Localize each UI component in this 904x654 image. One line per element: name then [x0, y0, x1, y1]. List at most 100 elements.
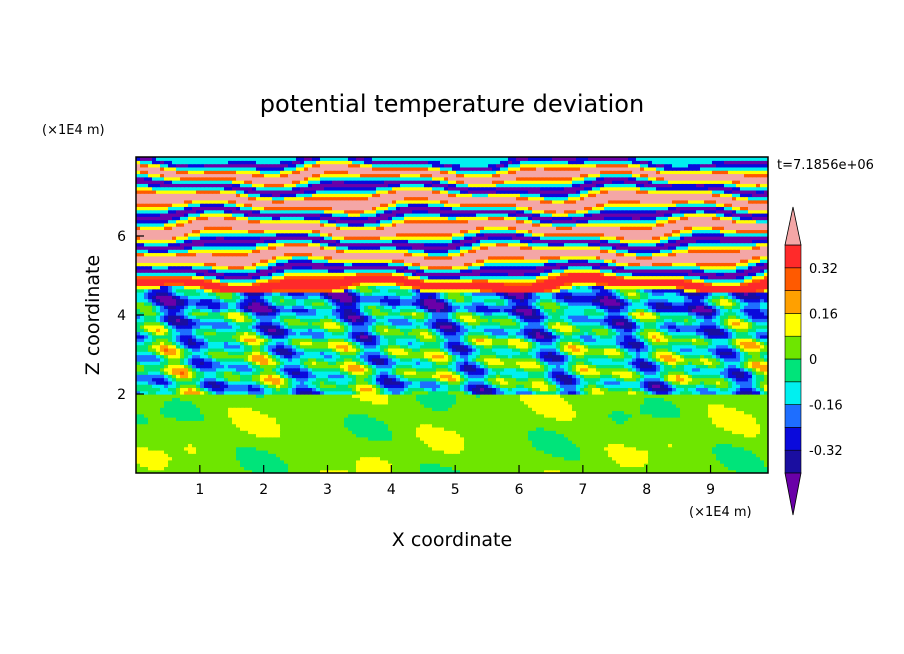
field-cell	[340, 463, 345, 468]
field-cell	[700, 426, 705, 431]
field-cell	[604, 440, 609, 444]
field-cell	[148, 430, 153, 435]
field-cell	[416, 463, 421, 468]
field-cell	[140, 443, 145, 448]
field-cell	[456, 459, 461, 464]
field-cell	[192, 423, 197, 428]
field-cell	[552, 433, 557, 438]
field-cell	[188, 443, 193, 448]
field-cell	[168, 436, 173, 441]
field-cell	[520, 469, 525, 473]
field-cell	[168, 466, 173, 471]
field-cell	[676, 436, 681, 441]
field-cell	[624, 449, 629, 454]
field-cell	[168, 459, 173, 464]
field-cell	[176, 459, 181, 464]
field-cell	[696, 430, 701, 435]
field-cell	[308, 426, 313, 431]
field-cell	[236, 420, 241, 425]
field-cell	[348, 466, 353, 471]
field-cell	[376, 466, 381, 471]
field-cell	[160, 463, 165, 468]
field-cell	[200, 426, 205, 431]
field-cell	[232, 446, 237, 451]
field-cell	[416, 436, 421, 441]
field-cell	[756, 423, 761, 428]
field-cell	[708, 459, 713, 464]
field-cell	[508, 426, 513, 431]
field-cell	[196, 436, 201, 441]
field-cell	[404, 459, 409, 464]
field-cell	[268, 466, 273, 471]
field-cell	[492, 423, 497, 428]
field-cell	[440, 456, 445, 461]
field-cell	[184, 436, 189, 441]
field-cell	[160, 456, 165, 461]
field-cell	[416, 443, 421, 448]
field-cell	[472, 440, 477, 444]
field-cell	[180, 463, 185, 468]
field-cell	[440, 433, 445, 438]
field-cell	[256, 446, 261, 451]
field-cell	[752, 426, 757, 431]
field-cell	[648, 430, 653, 435]
field-cell	[420, 449, 425, 454]
field-cell	[244, 423, 249, 428]
field-cell	[588, 426, 593, 431]
field-cell	[412, 453, 417, 458]
field-cell	[176, 436, 181, 441]
field-cell	[744, 449, 749, 454]
field-cell	[204, 469, 209, 473]
field-cell	[468, 420, 473, 425]
field-cell	[336, 423, 341, 428]
field-cell	[544, 440, 549, 444]
field-cell	[536, 459, 541, 464]
field-cell	[524, 459, 529, 464]
field-cell	[568, 436, 573, 441]
field-cell	[152, 440, 157, 444]
field-cell	[568, 420, 573, 425]
field-cell	[528, 430, 533, 435]
field-cell	[652, 443, 657, 448]
field-cell	[584, 440, 589, 444]
field-cell	[404, 456, 409, 461]
field-cell	[172, 453, 177, 458]
field-cell	[528, 443, 533, 448]
field-cell	[360, 436, 365, 441]
field-cell	[504, 430, 509, 435]
field-cell	[708, 436, 713, 441]
field-cell	[324, 420, 329, 425]
field-cell	[508, 443, 513, 448]
field-cell	[552, 423, 557, 428]
field-cell	[560, 469, 565, 473]
field-cell	[644, 433, 649, 438]
field-cell	[260, 469, 265, 473]
field-cell	[408, 453, 413, 458]
field-cell	[556, 459, 561, 464]
field-cell	[168, 430, 173, 435]
field-cell	[556, 466, 561, 471]
field-cell	[732, 449, 737, 454]
field-cell	[556, 426, 561, 431]
field-cell	[164, 420, 169, 425]
field-cell	[720, 449, 725, 454]
field-cell	[348, 446, 353, 451]
field-cell	[236, 446, 241, 451]
field-cell	[556, 453, 561, 458]
field-cell	[260, 420, 265, 425]
field-cell	[360, 420, 365, 425]
field-cell	[184, 433, 189, 438]
field-cell	[728, 469, 733, 473]
field-cell	[760, 426, 765, 431]
field-cell	[432, 453, 437, 458]
field-cell	[572, 453, 577, 458]
field-cell	[164, 430, 169, 435]
field-cell	[164, 433, 169, 438]
field-cell	[676, 423, 681, 428]
field-cell	[368, 423, 373, 428]
field-cell	[160, 440, 165, 444]
field-cell	[200, 446, 205, 451]
field-cell	[180, 423, 185, 428]
field-cell	[232, 423, 237, 428]
field-cell	[192, 420, 197, 425]
